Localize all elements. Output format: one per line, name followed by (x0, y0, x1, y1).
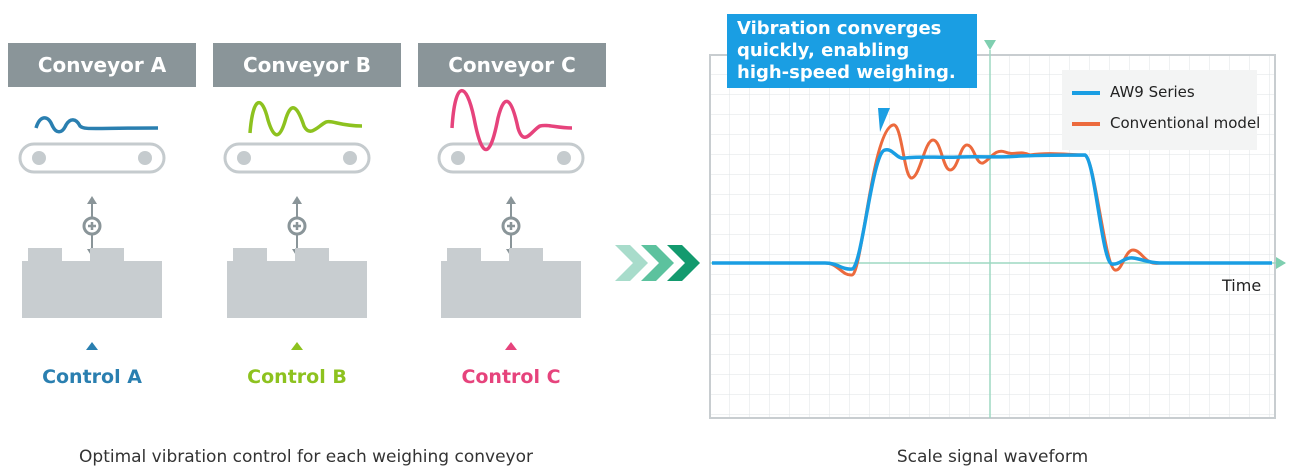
callout: Vibration converges quickly, enabling hi… (727, 14, 977, 88)
waveform-plot (710, 40, 1286, 418)
caption: Optimal vibration control for each weigh… (0, 447, 612, 467)
conveyor-header: Conveyor A (8, 43, 196, 87)
control-label: Control A (0, 366, 186, 388)
conveyor-graphics (20, 91, 583, 350)
chevrons (615, 245, 700, 281)
conveyor-header: Conveyor C (418, 43, 606, 87)
caption: Scale signal waveform (710, 447, 1275, 467)
conveyor-header: Conveyor B (213, 43, 401, 87)
legend-label: AW9 Series (1110, 83, 1195, 101)
x-label: Time (1222, 276, 1261, 295)
control-label: Control B (203, 366, 391, 388)
control-label: Control C (417, 366, 605, 388)
legend-label: Conventional model (1110, 114, 1260, 132)
page: Conveyor A Conveyor B Conveyor C Control… (0, 0, 1292, 474)
